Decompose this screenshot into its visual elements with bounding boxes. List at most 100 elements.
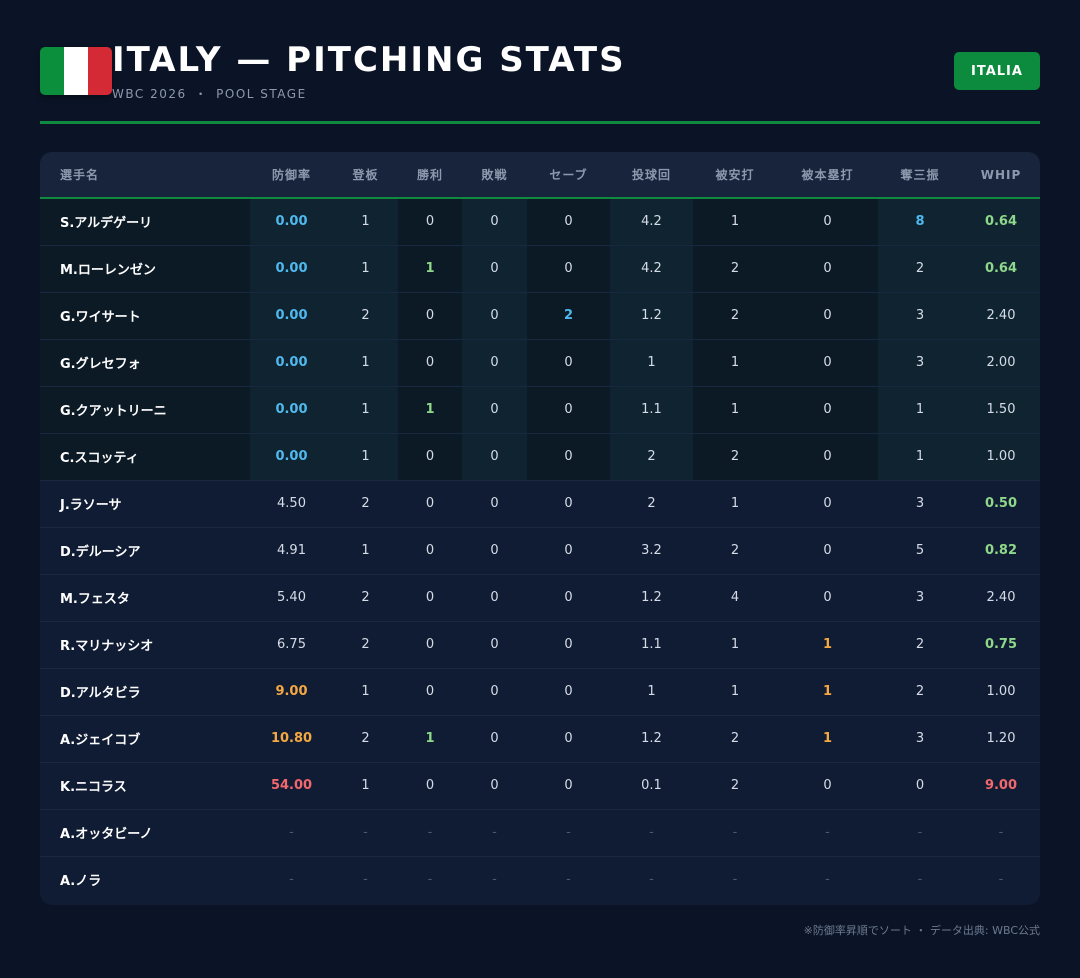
cell-strikeouts: 1 xyxy=(878,433,962,481)
cell-hits: 2 xyxy=(693,245,777,293)
cell-saves: 0 xyxy=(527,480,610,528)
column-header-home-runs: 被本塁打 xyxy=(777,152,878,199)
cell-losses: 0 xyxy=(462,527,527,575)
cell-home-runs: 0 xyxy=(777,245,878,293)
cell-strikeouts: 0 xyxy=(878,762,962,810)
cell-wins: - xyxy=(398,856,462,903)
cell-name: M.ローレンゼン xyxy=(40,245,250,293)
cell-era: 10.80 xyxy=(250,715,333,763)
cell-home-runs: 0 xyxy=(777,527,878,575)
table-row: A.ノラ - - - - - - - - - - xyxy=(40,856,1040,903)
cell-innings: - xyxy=(610,856,693,903)
cell-wins: 0 xyxy=(398,480,462,528)
cell-home-runs: 1 xyxy=(777,715,878,763)
cell-era: 9.00 xyxy=(250,668,333,716)
cell-strikeouts: 3 xyxy=(878,715,962,763)
cell-saves: - xyxy=(527,856,610,903)
cell-saves: 0 xyxy=(527,527,610,575)
cell-hits: 1 xyxy=(693,668,777,716)
cell-games: 1 xyxy=(333,668,398,716)
cell-wins: 0 xyxy=(398,433,462,481)
table-row: G.ワイサート 0.00 2 0 0 2 1.2 2 0 3 2.40 xyxy=(40,292,1040,340)
cell-strikeouts: 2 xyxy=(878,621,962,669)
cell-innings: 1.1 xyxy=(610,386,693,434)
cell-hits: 2 xyxy=(693,715,777,763)
cell-era: 0.00 xyxy=(250,386,333,434)
column-header-strikeouts: 奪三振 xyxy=(878,152,962,199)
cell-wins: 1 xyxy=(398,715,462,763)
cell-saves: 0 xyxy=(527,668,610,716)
table-header-row: 選手名 防御率 登板 勝利 敗戦 セーブ 投球回 被安打 被本塁打 奪三振 WHIP xyxy=(40,152,1040,199)
cell-saves: 0 xyxy=(527,762,610,810)
cell-strikeouts: 3 xyxy=(878,292,962,340)
cell-wins: 0 xyxy=(398,339,462,387)
cell-hits: 2 xyxy=(693,762,777,810)
cell-wins: 0 xyxy=(398,292,462,340)
cell-strikeouts: 2 xyxy=(878,245,962,293)
cell-name: K.ニコラス xyxy=(40,762,250,810)
column-header-games: 登板 xyxy=(333,152,398,199)
cell-innings: 1 xyxy=(610,668,693,716)
table-row: G.グレセフォ 0.00 1 0 0 0 1 1 0 3 2.00 xyxy=(40,339,1040,387)
cell-home-runs: 0 xyxy=(777,480,878,528)
table-row: M.フェスタ 5.40 2 0 0 0 1.2 4 0 3 2.40 xyxy=(40,574,1040,622)
header-divider xyxy=(40,121,1040,124)
cell-saves: 0 xyxy=(527,198,610,246)
cell-games: - xyxy=(333,809,398,857)
cell-name: G.ワイサート xyxy=(40,292,250,340)
column-header-innings: 投球回 xyxy=(610,152,693,199)
cell-games: 2 xyxy=(333,621,398,669)
cell-hits: - xyxy=(693,809,777,857)
cell-name: J.ラソーサ xyxy=(40,480,250,528)
cell-strikeouts: 3 xyxy=(878,480,962,528)
cell-whip: 0.75 xyxy=(962,621,1040,669)
cell-home-runs: 0 xyxy=(777,762,878,810)
cell-losses: - xyxy=(462,809,527,857)
cell-era: - xyxy=(250,856,333,903)
footnote: ※防御率昇順でソート ・ データ出典: WBC公式 xyxy=(803,924,1040,937)
cell-losses: 0 xyxy=(462,480,527,528)
column-header-whip: WHIP xyxy=(962,152,1040,199)
cell-name: D.アルタビラ xyxy=(40,668,250,716)
cell-era: 0.00 xyxy=(250,433,333,481)
cell-wins: 1 xyxy=(398,245,462,293)
cell-losses: 0 xyxy=(462,715,527,763)
subtitle-event: WBC 2026 xyxy=(112,87,187,101)
table-row: S.アルデゲーリ 0.00 1 0 0 0 4.2 1 0 8 0.64 xyxy=(40,198,1040,246)
cell-losses: 0 xyxy=(462,574,527,622)
column-header-era: 防御率 xyxy=(250,152,333,199)
italy-flag-icon xyxy=(40,47,112,95)
table-row: J.ラソーサ 4.50 2 0 0 0 2 1 0 3 0.50 xyxy=(40,480,1040,528)
cell-era: 0.00 xyxy=(250,245,333,293)
cell-home-runs: - xyxy=(777,809,878,857)
page-header: ITALY — PITCHING STATS WBC 2026 ・ POOL STA… xyxy=(40,40,1040,104)
cell-losses: 0 xyxy=(462,245,527,293)
cell-name: G.グレセフォ xyxy=(40,339,250,387)
page-subtitle: WBC 2026 ・ POOL STAGE xyxy=(112,85,307,102)
cell-losses: 0 xyxy=(462,198,527,246)
table-row: R.マリナッシオ 6.75 2 0 0 0 1.1 1 1 2 0.75 xyxy=(40,621,1040,669)
cell-name: A.ジェイコブ xyxy=(40,715,250,763)
cell-home-runs: 0 xyxy=(777,339,878,387)
cell-whip: - xyxy=(962,809,1040,857)
cell-home-runs: 1 xyxy=(777,668,878,716)
cell-strikeouts: 5 xyxy=(878,527,962,575)
cell-whip: 0.50 xyxy=(962,480,1040,528)
cell-innings: 1 xyxy=(610,339,693,387)
cell-era: 4.91 xyxy=(250,527,333,575)
cell-saves: 0 xyxy=(527,386,610,434)
cell-whip: 1.00 xyxy=(962,668,1040,716)
cell-hits: - xyxy=(693,856,777,903)
cell-games: - xyxy=(333,856,398,903)
cell-whip: 1.20 xyxy=(962,715,1040,763)
table-row: A.オッタビーノ - - - - - - - - - - xyxy=(40,809,1040,857)
cell-name: D.デルーシア xyxy=(40,527,250,575)
cell-home-runs: 0 xyxy=(777,386,878,434)
cell-innings: 0.1 xyxy=(610,762,693,810)
cell-whip: 1.00 xyxy=(962,433,1040,481)
cell-whip: 1.50 xyxy=(962,386,1040,434)
flag-stripe-red xyxy=(88,47,112,95)
table-body: S.アルデゲーリ 0.00 1 0 0 0 4.2 1 0 8 0.64 M.ローレンゼン 0.00 1 1… xyxy=(40,198,1040,903)
cell-whip: 0.64 xyxy=(962,245,1040,293)
cell-innings: 4.2 xyxy=(610,198,693,246)
